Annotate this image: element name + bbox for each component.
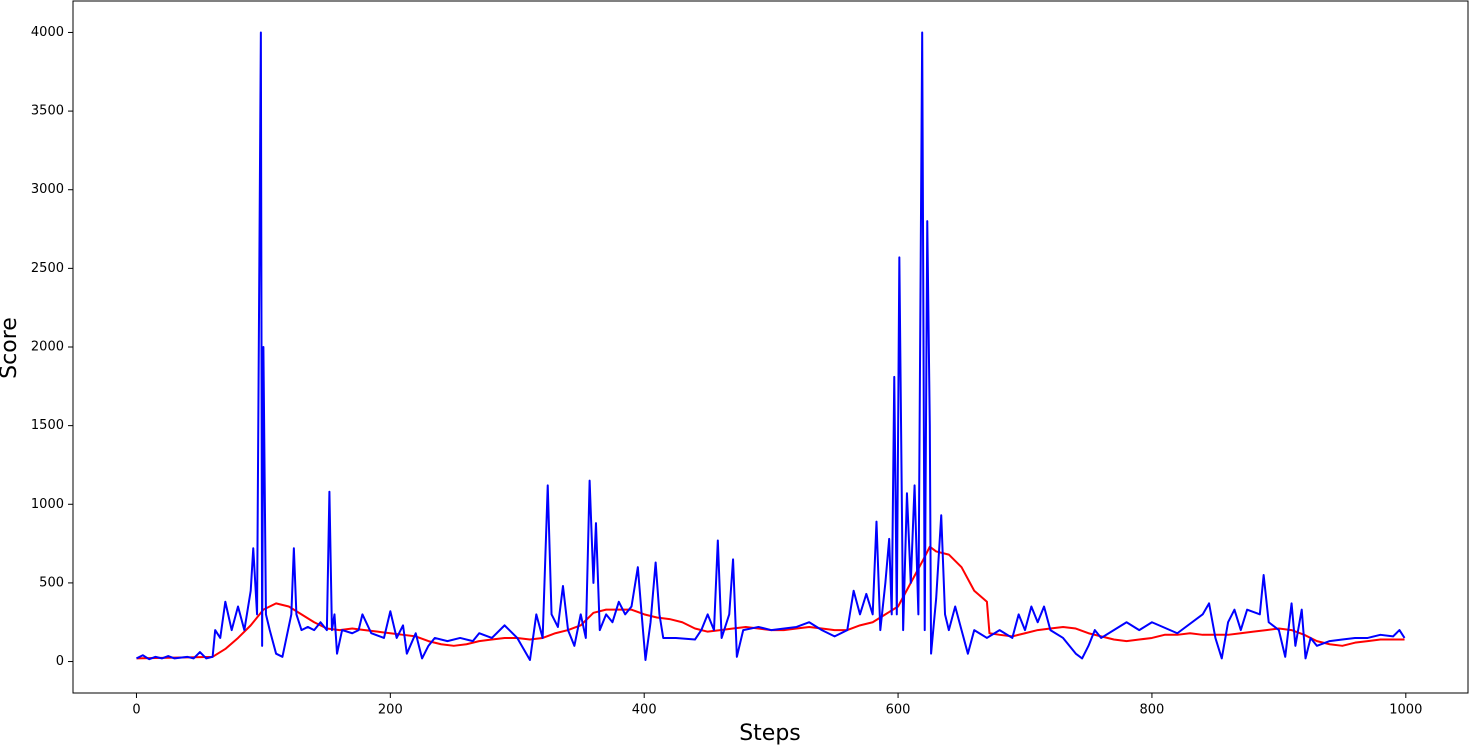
y-tick-label: 2500: [31, 261, 64, 276]
x-tick-label: 400: [632, 703, 657, 718]
y-tick-label: 2000: [31, 340, 64, 355]
y-tick-label: 1500: [31, 418, 64, 433]
line-series: [136, 31, 1406, 661]
plot-frame: [72, 0, 1469, 694]
x-tick-label: 1000: [1389, 703, 1422, 718]
y-tick-label: 3500: [31, 104, 64, 119]
y-axis-label: Score: [0, 317, 22, 379]
y-tick-label: 1000: [31, 497, 64, 512]
x-tick-label: 600: [886, 703, 911, 718]
y-tick-label: 3000: [31, 182, 64, 197]
x-axis-label: Steps: [739, 721, 801, 746]
x-tick-label: 200: [378, 703, 403, 718]
x-tick-label: 0: [132, 703, 140, 718]
y-tick-label: 500: [39, 575, 64, 590]
y-tick-label: 0: [56, 654, 64, 669]
x-tick-label: 800: [1140, 703, 1165, 718]
y-tick-label: 4000: [31, 25, 64, 40]
